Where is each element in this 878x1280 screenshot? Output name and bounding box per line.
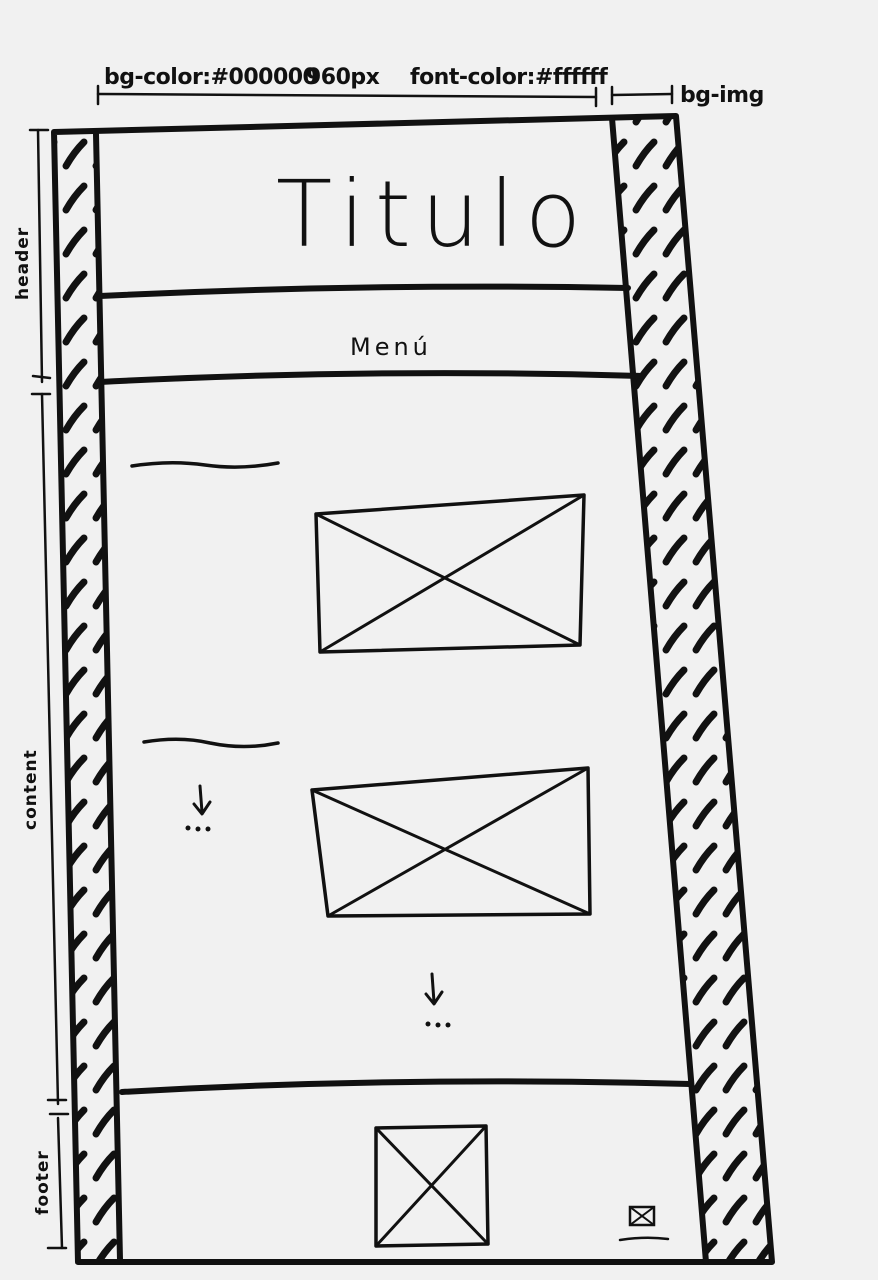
nav-menu[interactable]: Menú bbox=[350, 333, 432, 361]
header: Titulo Menú bbox=[97, 161, 645, 385]
left-bg-image-bar bbox=[54, 132, 120, 1260]
article-heading bbox=[142, 737, 280, 749]
bg-color-label: bg-color:#000000 bbox=[104, 65, 318, 90]
image-placeholder-icon bbox=[314, 493, 586, 654]
arrow-down-icon[interactable] bbox=[185, 784, 212, 832]
article-heading bbox=[130, 460, 280, 469]
top-dimension-annotation: bg-color:#000000 960px font-color:#fffff… bbox=[96, 65, 609, 108]
section-annotations: header content footer bbox=[13, 128, 70, 1250]
header-section-label: header bbox=[13, 227, 33, 300]
width-label: 960px bbox=[306, 65, 380, 90]
font-color-label: font-color:#ffffff bbox=[410, 65, 608, 90]
page-title: Titulo bbox=[276, 161, 591, 268]
arrow-down-icon[interactable] bbox=[424, 972, 451, 1028]
image-placeholder-icon bbox=[310, 766, 592, 918]
image-placeholder-icon bbox=[374, 1124, 490, 1248]
bg-img-dimension-annotation: bg-img bbox=[610, 83, 764, 108]
bg-img-label: bg-img bbox=[680, 83, 764, 108]
footer bbox=[119, 1078, 693, 1248]
footer-section-label: footer bbox=[33, 1150, 53, 1215]
content-area bbox=[130, 460, 592, 1028]
right-bg-image-bar bbox=[612, 116, 772, 1262]
page-frame bbox=[51, 113, 775, 1265]
content-section-label: content bbox=[21, 749, 41, 830]
mail-icon[interactable] bbox=[618, 1205, 670, 1242]
